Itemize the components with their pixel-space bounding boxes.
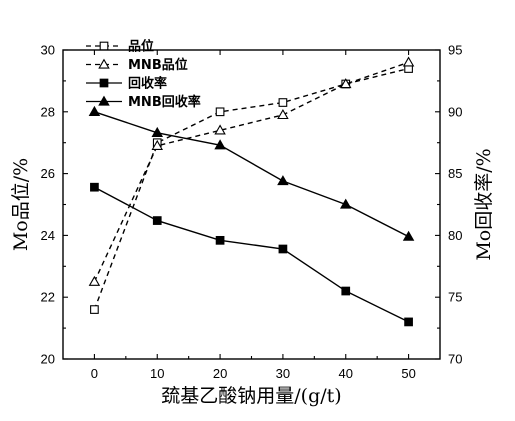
series-layer xyxy=(88,56,415,327)
series-line xyxy=(94,186,409,323)
legend-marker xyxy=(99,41,109,51)
series-2 xyxy=(88,56,415,286)
legend-marker xyxy=(98,95,110,106)
x-tick-label: 40 xyxy=(339,366,353,381)
left-y-tick-label: 26 xyxy=(41,166,55,181)
series-4 xyxy=(88,105,415,241)
series-3 xyxy=(90,182,413,327)
data-point xyxy=(90,305,99,314)
left-y-axis-title: Mo品位/% xyxy=(10,158,32,251)
left-y-tick-label: 22 xyxy=(41,290,55,305)
right-y-axis-title: Mo回收率/% xyxy=(473,148,495,260)
data-point xyxy=(88,275,101,286)
series-line xyxy=(94,111,409,238)
right-y-tick-label: 70 xyxy=(448,352,462,367)
plot-frame: 0 10 20 30 40 50 20 22 24 26 28 30 70 75 80 85 90 95 xyxy=(41,43,463,382)
right-y-tick-label: 95 xyxy=(448,43,462,58)
data-point xyxy=(340,78,352,89)
legend-label: 品位 xyxy=(128,39,154,55)
right-y-tick-label: 80 xyxy=(448,228,462,243)
x-tick-label: 20 xyxy=(213,366,227,381)
x-axis-title: 巯基乙酸钠用量/(g/t) xyxy=(161,385,341,407)
series-line xyxy=(93,61,409,283)
x-tick-label: 10 xyxy=(150,366,164,381)
data-point xyxy=(402,56,415,67)
data-point xyxy=(277,175,289,186)
data-point xyxy=(404,317,413,327)
left-y-tick-label: 24 xyxy=(41,228,55,243)
data-point xyxy=(214,124,226,135)
data-point xyxy=(214,139,226,150)
data-point xyxy=(151,139,163,150)
right-y-tick-label: 75 xyxy=(448,290,462,305)
data-point xyxy=(88,105,101,116)
right-y-tick-label: 90 xyxy=(448,104,462,119)
legend-label: MNB品位 xyxy=(128,57,188,73)
series-line xyxy=(93,67,409,310)
data-point xyxy=(402,230,415,241)
data-point xyxy=(90,182,99,192)
data-point xyxy=(278,244,288,254)
data-point xyxy=(278,98,288,107)
data-point xyxy=(341,286,351,296)
x-tick-label: 0 xyxy=(91,366,98,381)
x-tick-label: 50 xyxy=(401,366,415,381)
data-point xyxy=(277,108,289,120)
data-point xyxy=(151,126,163,137)
data-point xyxy=(215,235,225,245)
data-point xyxy=(215,107,225,117)
data-point xyxy=(152,216,162,225)
plot-border xyxy=(62,49,441,360)
legend-label: MNB回收率 xyxy=(128,94,201,110)
x-tick-label: 30 xyxy=(276,366,290,381)
right-y-tick-label: 85 xyxy=(448,166,462,181)
left-y-tick-label: 20 xyxy=(41,352,55,367)
legend-marker xyxy=(98,58,110,69)
data-point xyxy=(340,198,352,209)
left-y-tick-label: 30 xyxy=(41,43,55,58)
legend-marker xyxy=(99,78,109,88)
left-y-tick-label: 28 xyxy=(41,104,55,119)
legend-label: 回收率 xyxy=(128,76,167,92)
